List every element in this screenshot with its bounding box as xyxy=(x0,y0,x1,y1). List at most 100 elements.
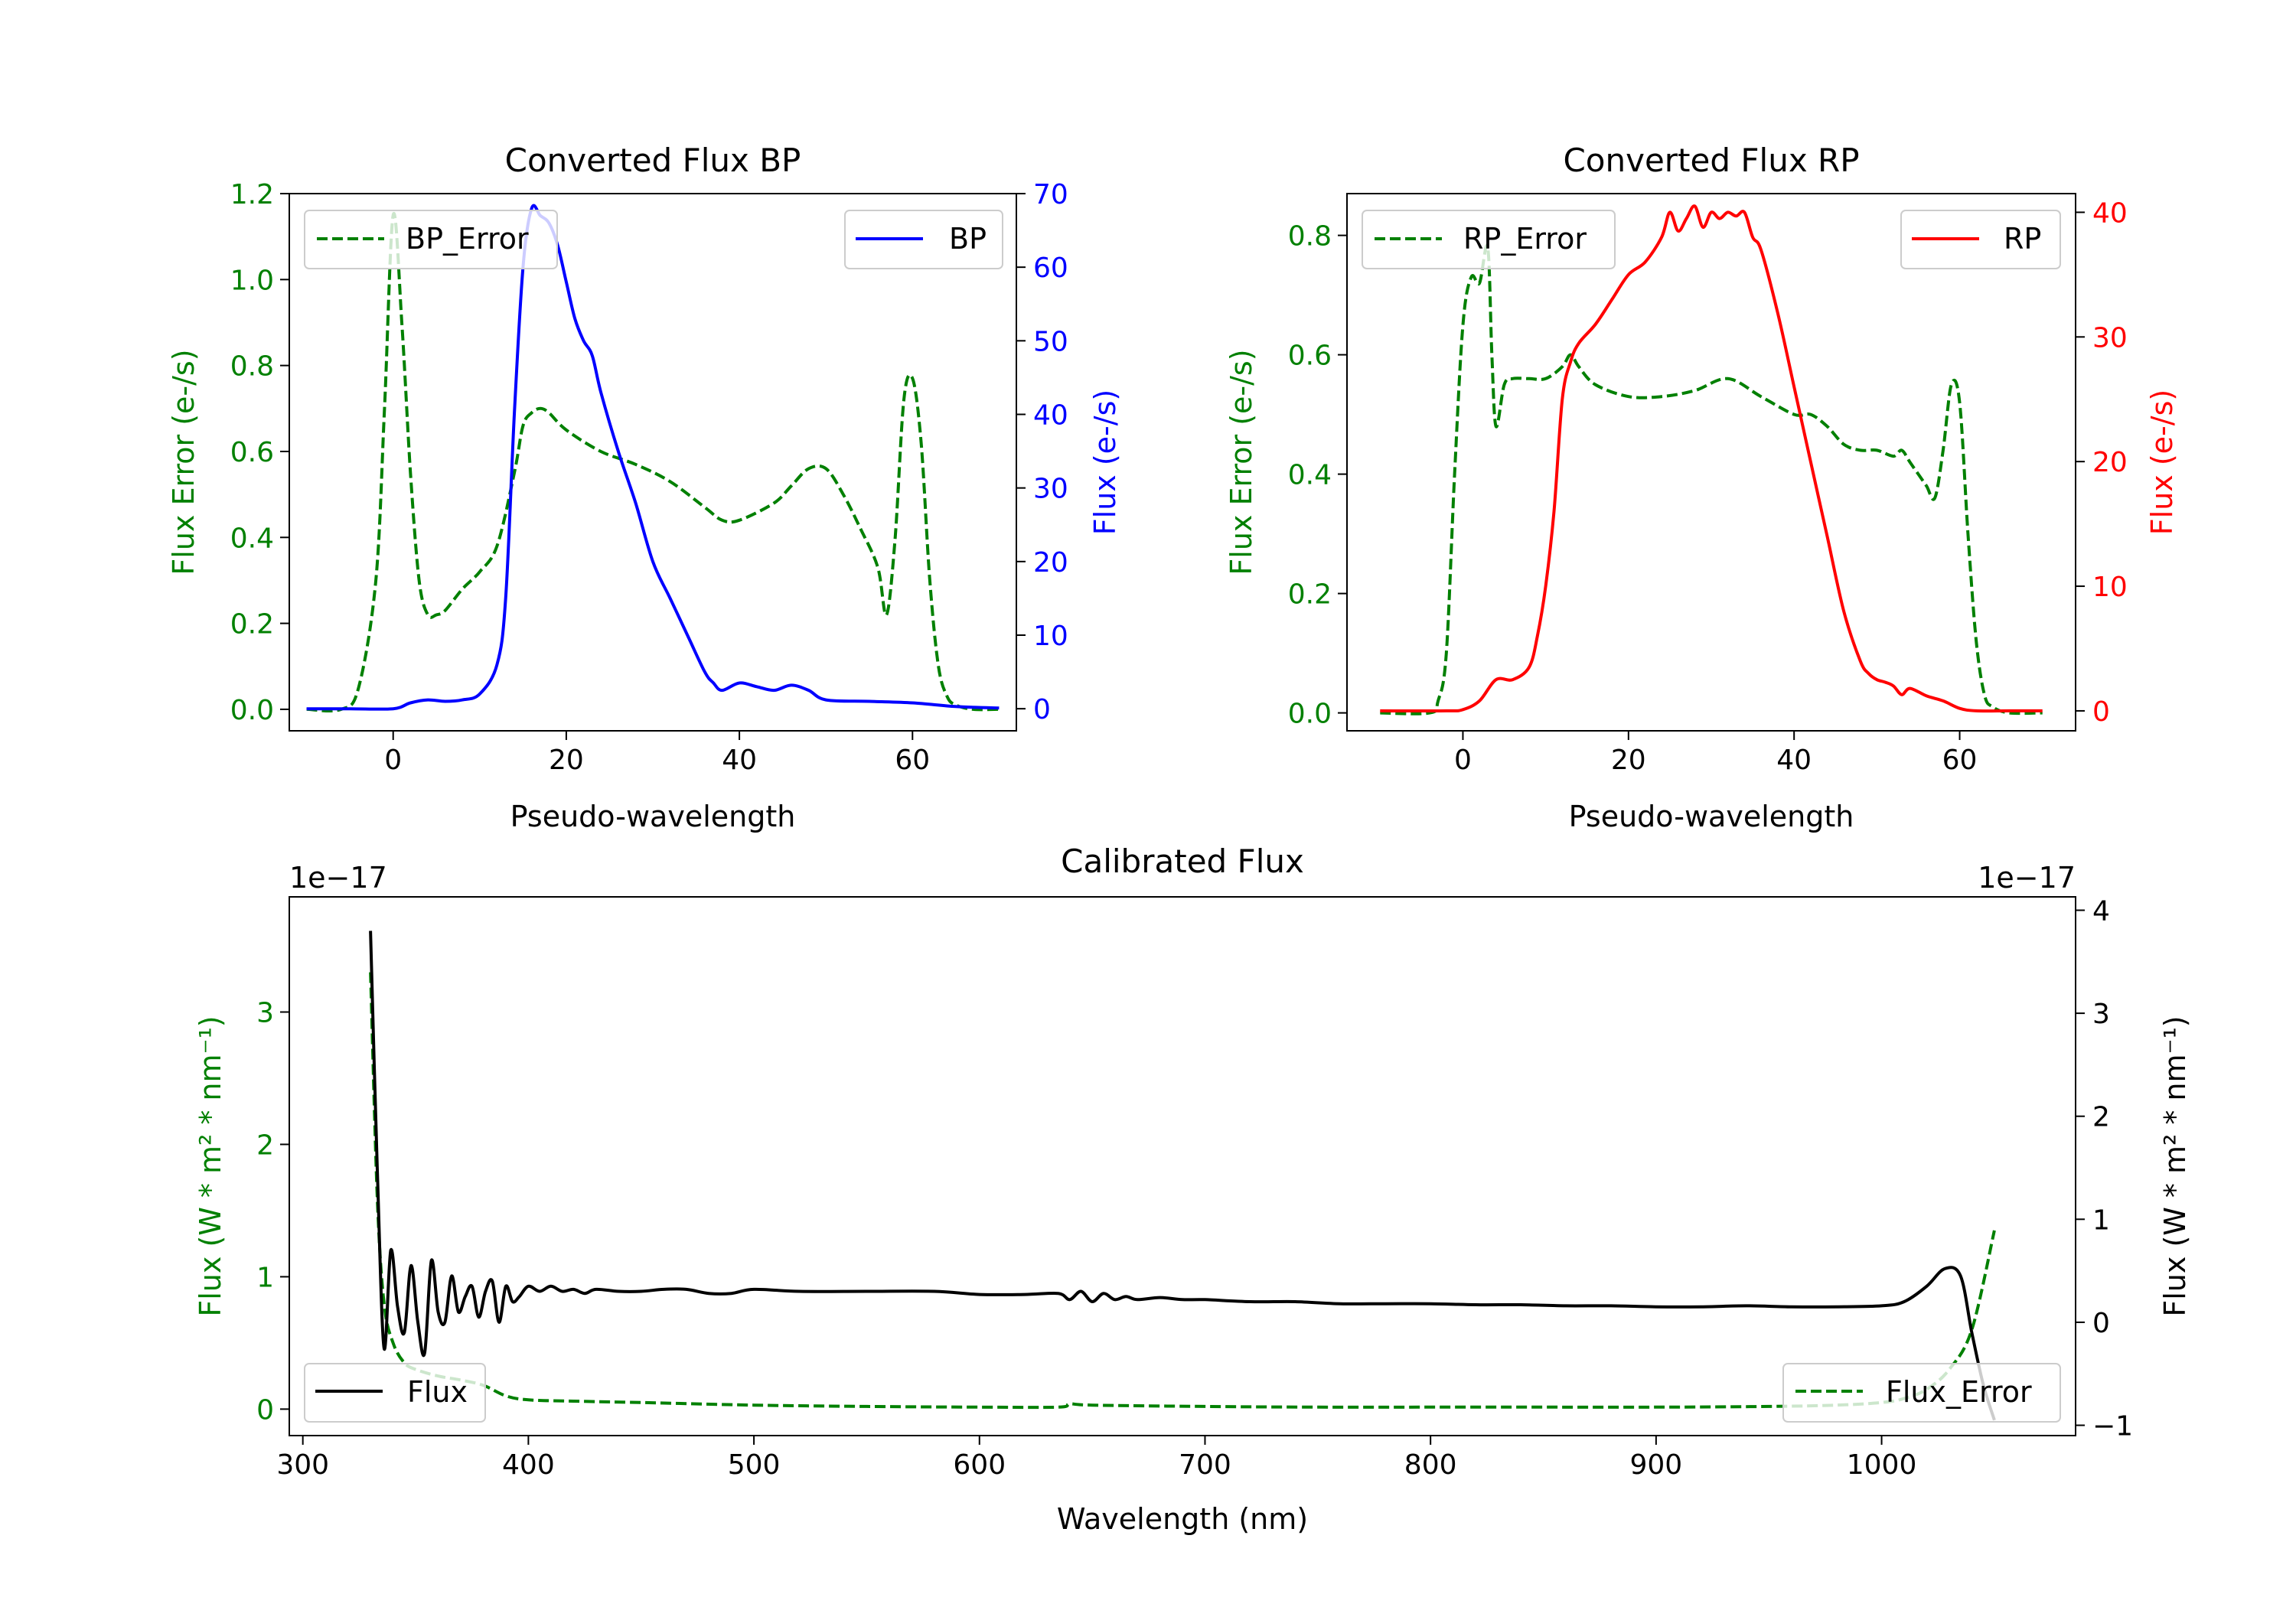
cal-x-tick-label: 400 xyxy=(502,1449,555,1481)
rp-y-left-tick-label: 0.4 xyxy=(1288,460,1332,491)
bp-y-right-tick-label: 60 xyxy=(1033,253,1068,284)
bp-y-left-tick-label: 0.6 xyxy=(230,437,274,468)
rp-y-left-tick-label: 0.6 xyxy=(1288,341,1332,372)
bp-axes-frame xyxy=(289,193,1017,732)
bp-chart: Converted Flux BP 0 20 40 60 0.0 0.2 0.4 0.6 0.8… xyxy=(167,142,1122,833)
bp-y-right-tick-label: 70 xyxy=(1033,179,1068,210)
cal-ylabel-right: Flux (W * m² * nm⁻¹) xyxy=(2158,1015,2192,1316)
bp-y-left-tick-label: 0.2 xyxy=(230,609,274,641)
cal-ylabel-left: Flux (W * m² * nm⁻¹) xyxy=(194,1015,227,1316)
rp-y-right-tick-label: 20 xyxy=(2092,447,2128,478)
bp-flux-line xyxy=(306,204,1000,711)
cal-y-right-tick-label: 0 xyxy=(2092,1308,2110,1339)
cal-y-right-tick-label: 4 xyxy=(2092,895,2110,927)
cal-offset-left: 1e−17 xyxy=(289,861,387,895)
cal-x-tick-label: 700 xyxy=(1179,1449,1231,1481)
rp-x-tick-label: 60 xyxy=(1942,745,1978,776)
rp-y-right-tick-label: 10 xyxy=(2092,572,2128,603)
rp-title: Converted Flux RP xyxy=(1563,142,1859,179)
cal-axes-frame xyxy=(289,896,2076,1436)
bp-x-tick-label: 60 xyxy=(895,745,930,776)
cal-offset-right: 1e−17 xyxy=(1978,861,2076,895)
bp-legend-right-label: BP xyxy=(949,222,987,256)
cal-y-left-tick-label: 0 xyxy=(256,1394,274,1426)
bp-y-right-tick-label: 40 xyxy=(1033,399,1068,431)
cal-y-right-tick-label: −1 xyxy=(2092,1411,2133,1442)
cal-x-tick-label: 500 xyxy=(728,1449,781,1481)
bp-y-right-tick-label: 0 xyxy=(1033,694,1051,725)
cal-x-tick-label: 600 xyxy=(953,1449,1006,1481)
cal-legend-right-label: Flux_Error xyxy=(1886,1375,2032,1409)
rp-legend-right: RP xyxy=(1900,210,2061,269)
rp-error-line xyxy=(1380,243,2043,715)
bp-ylabel-right: Flux (e-/s) xyxy=(1088,390,1122,535)
bp-y-left-tick-label: 1.2 xyxy=(230,179,274,210)
rp-x-tick-label: 0 xyxy=(1454,745,1472,776)
rp-plot-area: 0 20 40 60 0.0 0.2 0.4 0.6 0.8 0 10 20 30 40 xyxy=(1288,197,2128,776)
bp-ylabel-left: Flux Error (e-/s) xyxy=(167,349,201,575)
bp-y-right-tick-label: 10 xyxy=(1033,621,1068,652)
cal-y-left-tick-label: 1 xyxy=(256,1262,274,1293)
bp-x-tick-label: 20 xyxy=(549,745,584,776)
rp-xlabel: Pseudo-wavelength xyxy=(1569,800,1854,833)
bp-legend-left-box xyxy=(304,210,558,269)
bp-series-group xyxy=(306,204,1000,712)
cal-legend-right-box xyxy=(1782,1363,2061,1423)
rp-legend-left-box xyxy=(1362,210,1616,269)
rp-y-right-tick-label: 0 xyxy=(2092,696,2110,728)
cal-plot-area: 300 400 500 600 700 800 900 1000 0 1 2 3 −1 0 1 2 3 4 xyxy=(256,895,2133,1481)
cal-x-tick-label: 1000 xyxy=(1847,1449,1917,1481)
rp-y-right-tick-label: 40 xyxy=(2092,197,2128,229)
rp-legend-right-box xyxy=(1900,210,2061,269)
rp-legend-left: RP_Error xyxy=(1362,210,1616,269)
bp-x-tick-label: 0 xyxy=(384,745,402,776)
cal-x-tick-label: 300 xyxy=(276,1449,329,1481)
bp-y-left-tick-label: 0.4 xyxy=(230,523,274,554)
cal-y-right-tick-label: 2 xyxy=(2092,1102,2110,1133)
rp-legend-right-label: RP xyxy=(2004,222,2041,256)
bp-legend-left: BP_Error xyxy=(304,210,558,269)
cal-xlabel: Wavelength (nm) xyxy=(1057,1502,1308,1536)
cal-y-left-tick-label: 3 xyxy=(256,997,274,1028)
bp-y-left-tick-label: 1.0 xyxy=(230,265,274,296)
bp-y-right-tick-label: 20 xyxy=(1033,547,1068,579)
bp-y-right-tick-label: 30 xyxy=(1033,474,1068,505)
rp-x-tick-label: 20 xyxy=(1611,745,1646,776)
bp-legend-right: BP xyxy=(844,210,1003,269)
rp-y-right-tick-label: 30 xyxy=(2092,322,2128,354)
bp-error-line xyxy=(306,211,1000,712)
bp-legend-right-box xyxy=(844,210,1003,269)
bp-xlabel: Pseudo-wavelength xyxy=(510,800,796,833)
rp-y-left-tick-label: 0.2 xyxy=(1288,579,1332,611)
bp-x-tick-label: 40 xyxy=(722,745,757,776)
cal-legend-right: Flux_Error xyxy=(1782,1363,2061,1423)
cal-y-left-tick-label: 2 xyxy=(256,1129,274,1161)
rp-y-left-tick-label: 0.8 xyxy=(1288,221,1332,253)
cal-legend-left: Flux xyxy=(304,1363,486,1423)
rp-ylabel-right: Flux (e-/s) xyxy=(2145,390,2179,535)
bp-y-right-tick-label: 50 xyxy=(1033,326,1068,357)
bp-plot-area: 0 20 40 60 0.0 0.2 0.4 0.6 0.8 1.0 1.2 0 10 20 30 40 50 6… xyxy=(230,179,1068,776)
rp-legend-left-label: RP_Error xyxy=(1463,222,1587,256)
rp-y-left-tick-label: 0.0 xyxy=(1288,699,1332,730)
cal-chart: Calibrated Flux 1e−17 1e−17 300 400 500 600… xyxy=(194,843,2192,1536)
rp-chart: Converted Flux RP 0 20 40 60 0.0 0.2 0.4 0.6 0.8… xyxy=(1225,142,2179,833)
rp-flux-line xyxy=(1380,204,2043,713)
bp-title: Converted Flux BP xyxy=(505,142,801,179)
cal-y-right-tick-label: 3 xyxy=(2092,999,2110,1030)
cal-flux-line xyxy=(369,931,1996,1421)
cal-legend-left-label: Flux xyxy=(407,1375,468,1409)
cal-x-tick-label: 900 xyxy=(1630,1449,1683,1481)
cal-title: Calibrated Flux xyxy=(1061,843,1304,880)
bp-y-left-tick-label: 0.8 xyxy=(230,351,274,383)
bp-y-left-tick-label: 0.0 xyxy=(230,695,274,726)
rp-x-tick-label: 40 xyxy=(1776,745,1812,776)
rp-axes-frame xyxy=(1346,193,2076,732)
bp-legend-left-label: BP_Error xyxy=(406,222,529,256)
rp-series-group xyxy=(1380,204,2043,715)
cal-x-tick-label: 800 xyxy=(1404,1449,1457,1481)
cal-y-right-tick-label: 1 xyxy=(2092,1204,2110,1236)
rp-ylabel-left: Flux Error (e-/s) xyxy=(1225,349,1258,575)
cal-legend-left-box xyxy=(304,1363,486,1423)
